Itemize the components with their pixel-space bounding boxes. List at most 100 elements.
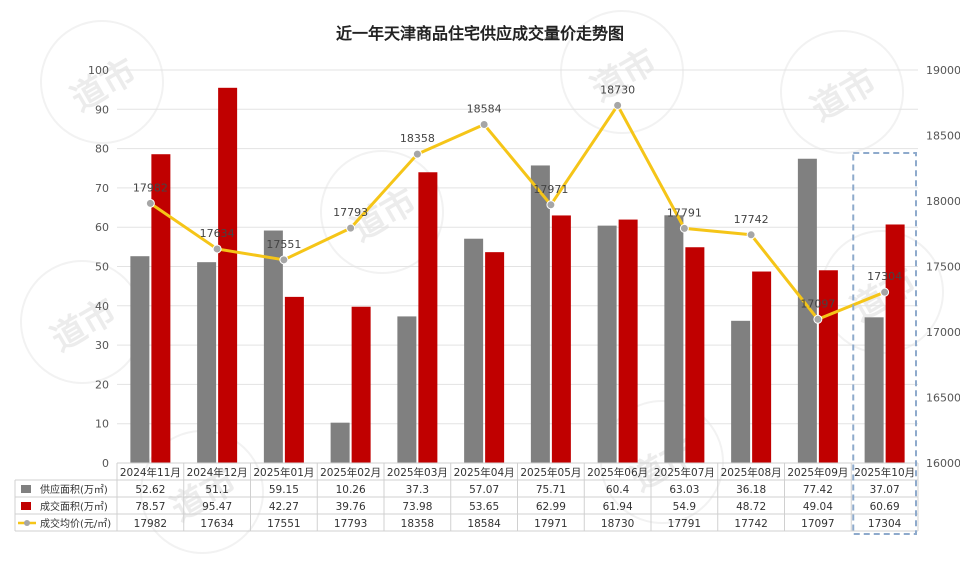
y-left-tick-label: 70 [95,182,109,195]
bar-supply [197,262,217,463]
bar-deal [685,247,705,463]
bar-deal [351,306,371,463]
bar-deal [551,215,571,463]
bar-supply [597,225,617,463]
bar-supply [397,316,417,463]
table-value: 95.47 [202,501,232,513]
legend-label: 供应面积(万㎡) [40,483,108,496]
price-data-label: 17742 [734,213,769,226]
x-tick-label: 2025年07月 [654,466,715,479]
legend-label: 成交面积(万㎡) [40,500,108,513]
price-point [546,200,556,210]
table-value: 17551 [267,518,300,530]
bar-supply [731,320,751,463]
chart-title: 近一年天津商品住宅供应成交量价走势图 [335,24,624,43]
price-data-label: 18358 [400,132,435,145]
bar-deal [485,252,505,463]
table-value: 62.99 [536,501,566,513]
table-value: 42.27 [269,501,299,513]
table-value: 37.07 [870,484,900,496]
bar-deal [752,271,772,463]
price-data-label: 17634 [200,227,235,240]
table-value: 53.65 [469,501,499,513]
table-value: 36.18 [736,484,766,496]
y-left-tick-label: 30 [95,339,109,352]
price-data-label: 17304 [867,270,902,283]
bar-supply [263,230,283,463]
table-value: 48.72 [736,501,766,513]
table-value: 61.94 [603,501,633,513]
y-right-tick-label: 16500 [926,392,960,405]
chart-canvas: 0 10 20 30 40 50 60 70 80 90 100 16000 16500 17000 175… [14,64,960,535]
table-value: 10.26 [336,484,366,496]
x-tick-label: 2025年06月 [587,466,648,479]
table-value: 60.69 [870,501,900,513]
y-left-tick-label: 40 [95,300,109,313]
table-value: 18358 [401,518,434,530]
price-data-label: 17097 [800,297,835,310]
highlight-box [852,152,917,535]
table-value: 17971 [534,518,567,530]
price-data-label: 17793 [333,206,368,219]
table-value: 18730 [601,518,634,530]
price-data-label: 17551 [266,238,301,251]
bar-deal [218,87,238,463]
price-point [479,119,489,129]
y-left-tick-label: 80 [95,143,109,156]
bar-supply [864,317,884,463]
x-tick-label: 2025年10月 [854,466,915,479]
y-left-tick-label: 60 [95,221,109,234]
x-tick-label: 2025年05月 [520,466,581,479]
bar-deal [885,224,905,463]
bar-deal [284,296,304,463]
y-left-tick-label: 20 [95,378,109,391]
table-value: 63.03 [669,484,699,496]
table-value: 51.1 [205,484,228,496]
price-data-label: 18730 [600,83,635,96]
bar-supply [330,422,350,463]
bar-deal [418,172,438,463]
y-right-tick-label: 18500 [926,130,960,143]
bar-supply [530,165,550,463]
x-tick-label: 2024年12月 [187,466,248,479]
table-value: 37.3 [406,484,429,496]
price-point [679,223,689,233]
y-right-tick-label: 19000 [926,64,960,77]
y-left-tick-label: 100 [88,64,109,77]
price-data-label: 17791 [667,206,702,219]
table-value: 17742 [734,518,767,530]
x-tick-label: 2025年04月 [454,466,515,479]
price-point [346,223,356,233]
table-value: 52.62 [135,484,165,496]
table-value: 17791 [668,518,701,530]
legend-label: 成交均价(元/㎡) [40,517,111,530]
table-value: 54.9 [673,501,696,513]
bar-supply [130,256,150,463]
x-tick-label: 2024年11月 [120,466,181,479]
table-value: 17304 [868,518,902,530]
table-value: 59.15 [269,484,299,496]
table-value: 75.71 [536,484,566,496]
table-value: 78.57 [135,501,165,513]
price-data-label: 17971 [533,183,568,196]
table-value: 73.98 [402,501,432,513]
table-value: 18584 [467,518,501,530]
table-value: 17793 [334,518,367,530]
legend-swatch-marker [24,520,30,526]
y-left-tick-label: 50 [95,261,109,274]
bar-deal [151,154,171,463]
table-value: 77.42 [803,484,833,496]
table-value: 17982 [134,518,167,530]
x-tick-label: 2025年03月 [387,466,448,479]
price-point [212,244,222,254]
bar-deal [618,219,638,463]
y-left-tick-label: 90 [95,103,109,116]
legend-swatch [21,485,31,493]
price-point [412,149,422,159]
x-tick-label: 2025年09月 [787,466,848,479]
y-right-tick-label: 17500 [926,261,960,274]
x-tick-label: 2025年02月 [320,466,381,479]
bar-supply [797,158,817,464]
price-line [149,103,886,321]
price-point [279,255,289,265]
